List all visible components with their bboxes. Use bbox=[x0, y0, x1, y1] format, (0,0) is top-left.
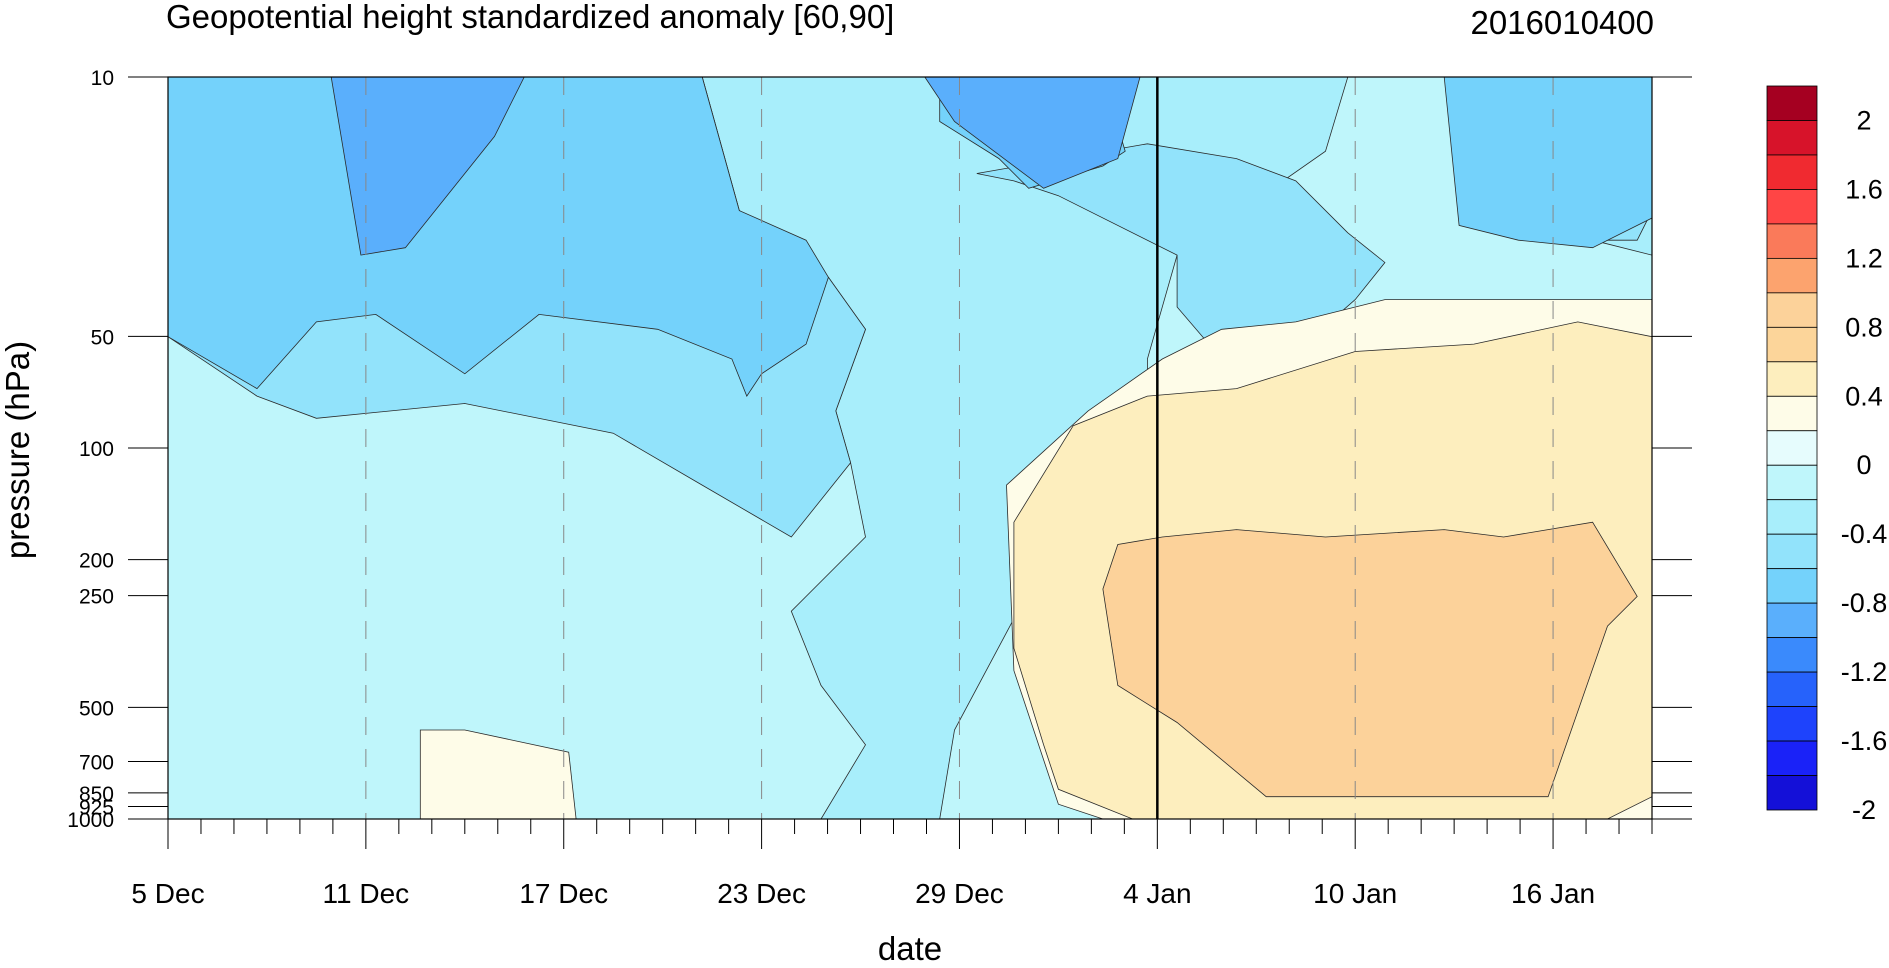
y-tick-label-850: 850 bbox=[79, 783, 114, 806]
colorbar-swatch bbox=[1766, 568, 1818, 604]
colorbar-label: 1.6 bbox=[1845, 174, 1883, 204]
colorbar-swatch bbox=[1766, 602, 1818, 639]
x-tick-label-5-dec: 5 Dec bbox=[131, 878, 204, 909]
colorbar-swatch bbox=[1766, 154, 1818, 190]
colorbar-swatch bbox=[1766, 189, 1818, 225]
colorbar-label: 1.2 bbox=[1845, 243, 1883, 273]
contour-region-warm_light bbox=[419, 729, 577, 820]
y-tick-label-10: 10 bbox=[91, 67, 114, 90]
colorbar-label: 0.4 bbox=[1845, 381, 1883, 411]
x-tick-label-17-dec: 17 Dec bbox=[519, 878, 608, 909]
colorbar-label: -0.8 bbox=[1841, 588, 1888, 618]
y-tick-label-700: 700 bbox=[79, 752, 114, 775]
colorbar-label: -2 bbox=[1852, 795, 1876, 825]
y-tick-label-50: 50 bbox=[91, 326, 114, 349]
colorbar-swatch bbox=[1766, 223, 1818, 259]
y-tick-label-200: 200 bbox=[79, 550, 114, 573]
x-tick-label-4-jan: 4 Jan bbox=[1123, 878, 1192, 909]
colorbar-label: 0.8 bbox=[1845, 312, 1883, 342]
x-tick-label-11-dec: 11 Dec bbox=[323, 878, 410, 909]
y-axis-label: pressure (hPa) bbox=[0, 341, 36, 559]
colorbar-swatch bbox=[1766, 775, 1818, 811]
colorbar-swatch bbox=[1766, 740, 1818, 776]
colorbar-swatch bbox=[1766, 637, 1818, 673]
x-tick-label-29-dec: 29 Dec bbox=[915, 878, 1004, 909]
contour-region-mid_left_blue bbox=[167, 76, 829, 397]
colorbar-swatch bbox=[1766, 395, 1818, 432]
chart-date-stamp: 2016010400 bbox=[1470, 4, 1654, 41]
y-tick-label-925: 925 bbox=[79, 796, 114, 819]
y-tick-label-1000: 1000 bbox=[67, 809, 114, 832]
colorbar-swatch bbox=[1766, 706, 1818, 742]
x-tick-label-16-jan: 16 Jan bbox=[1511, 878, 1595, 909]
colorbar-label: -1.6 bbox=[1841, 726, 1888, 756]
colorbar-swatch bbox=[1766, 533, 1818, 570]
y-tick-label-100: 100 bbox=[79, 438, 114, 461]
chart-title: Geopotential height standardized anomaly… bbox=[166, 0, 894, 35]
y-tick-label-250: 250 bbox=[79, 586, 114, 609]
colorbar: 2 1.6 1.2 0.8 0.4 0 -0.4 -0.8 -1.2 -1.6 -2 bbox=[1766, 85, 1888, 825]
colorbar-label: 2 bbox=[1856, 105, 1871, 135]
x-axis: 5 Dec 11 Dec 17 Dec 23 Dec 29 Dec 4 Jan 10 Jan… bbox=[131, 819, 1653, 909]
colorbar-swatch bbox=[1766, 326, 1818, 363]
x-tick-label-10-jan: 10 Jan bbox=[1313, 878, 1397, 909]
colorbar-label: -0.4 bbox=[1841, 519, 1888, 549]
colorbar-swatch bbox=[1766, 85, 1818, 121]
y-tick-label-500: 500 bbox=[79, 697, 114, 720]
colorbar-label: 0 bbox=[1856, 450, 1871, 480]
contour-fills bbox=[167, 76, 1653, 820]
colorbar-swatch bbox=[1766, 499, 1818, 535]
colorbar-swatch bbox=[1766, 361, 1818, 397]
colorbar-swatch bbox=[1766, 292, 1818, 328]
colorbar-swatch bbox=[1766, 257, 1818, 294]
colorbar-swatch bbox=[1766, 671, 1818, 707]
x-tick-label-23-dec: 23 Dec bbox=[717, 878, 806, 909]
colorbar-label: -1.2 bbox=[1841, 657, 1888, 687]
x-axis-label: date bbox=[878, 930, 942, 963]
contour-region-warm_core bbox=[1102, 521, 1638, 798]
colorbar-swatch bbox=[1766, 464, 1818, 501]
colorbar-swatch bbox=[1766, 120, 1818, 156]
colorbar-swatch bbox=[1766, 430, 1818, 466]
